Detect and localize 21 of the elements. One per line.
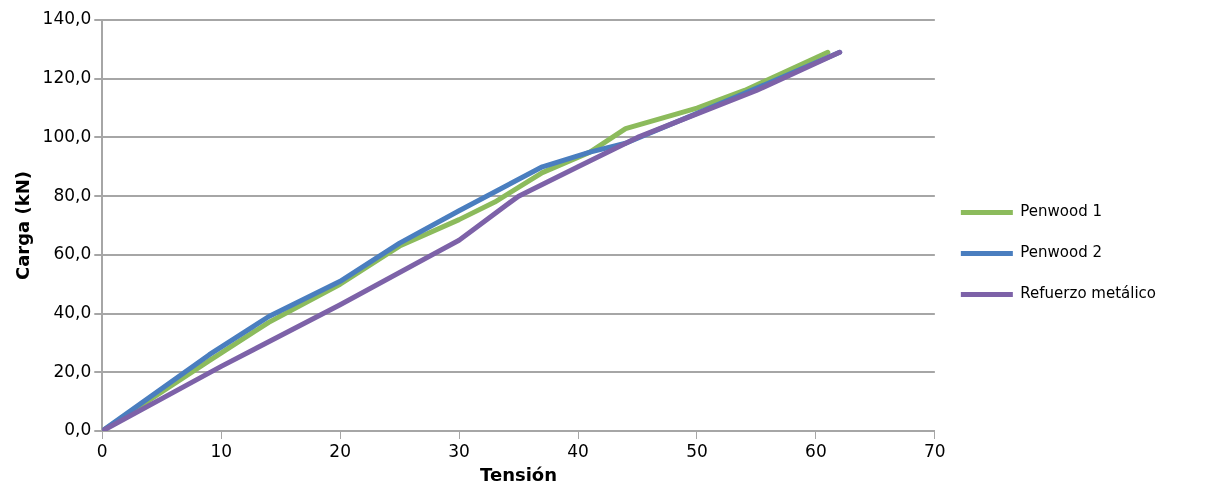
- x-tick-label: 10: [210, 440, 233, 461]
- x-tick-label: 0: [96, 440, 108, 461]
- y-tick-label: 100,0: [42, 125, 92, 146]
- y-tick-label: 140,0: [42, 8, 92, 29]
- y-axis-title: Carga (kN): [12, 170, 34, 281]
- y-tick-label: 60,0: [53, 243, 92, 264]
- y-tick-label: 0,0: [64, 419, 92, 440]
- y-tick-label: 20,0: [53, 360, 92, 381]
- x-tick-label: 70: [924, 440, 946, 461]
- x-tick-label: 20: [329, 440, 351, 461]
- legend-label: Refuerzo metálico: [1020, 284, 1156, 303]
- x-tick-label: 40: [567, 440, 589, 461]
- y-tick-label: 40,0: [53, 301, 92, 322]
- x-tick-label: 50: [686, 440, 708, 461]
- legend-label: Penwood 2: [1020, 243, 1103, 262]
- x-axis-title: Tensión: [480, 463, 558, 485]
- x-tick-label: 30: [448, 440, 470, 461]
- x-tick-label: 60: [805, 440, 827, 461]
- legend-label: Penwood 1: [1020, 202, 1103, 221]
- y-tick-label: 120,0: [42, 67, 92, 88]
- y-tick-label: 80,0: [53, 184, 92, 205]
